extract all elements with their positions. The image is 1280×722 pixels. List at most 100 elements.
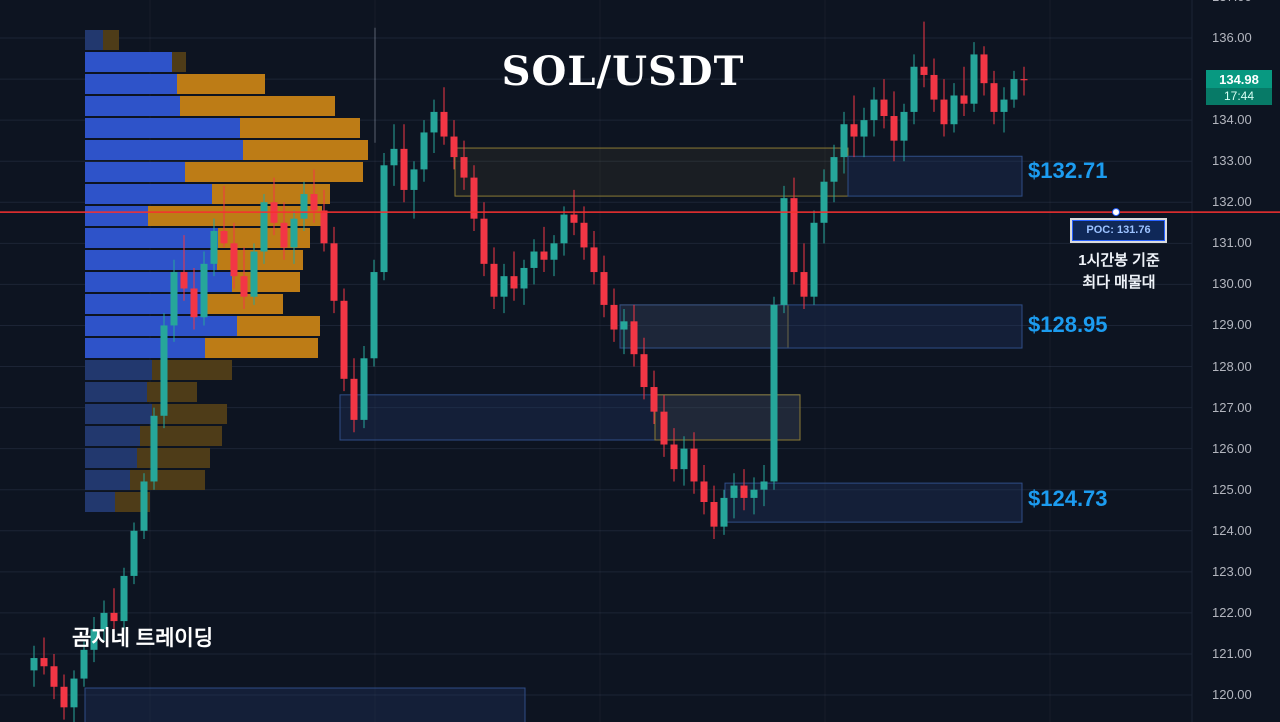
volume-profile-sell-bar <box>243 140 368 160</box>
volume-profile-sell-bar <box>152 360 232 380</box>
candle-body <box>600 272 608 305</box>
candle-body <box>410 169 418 190</box>
candle-body <box>700 481 708 503</box>
candle-body <box>580 222 588 248</box>
zone-120-blue[interactable] <box>84 687 526 722</box>
price-level-label-132-71[interactable]: $132.71 <box>1028 158 1108 184</box>
volume-profile-buy-bar <box>85 184 212 204</box>
candle-body <box>460 157 468 178</box>
last-price-value: 134.98 <box>1206 70 1272 88</box>
candle-body <box>820 181 828 223</box>
candle-body <box>660 411 668 445</box>
candle-body <box>510 276 518 289</box>
candle-body <box>210 230 218 264</box>
price-axis-label: 132.00 <box>1212 194 1252 210</box>
price-level-label-124-73[interactable]: $124.73 <box>1028 485 1108 511</box>
volume-profile-sell-bar <box>237 316 320 336</box>
volume-profile-sell-bar <box>232 272 300 292</box>
candle-body <box>500 276 508 297</box>
volume-profile-buy-bar <box>85 360 152 380</box>
candle-body <box>760 481 768 490</box>
candle-body <box>130 530 138 576</box>
volume-profile-buy-bar <box>85 228 218 248</box>
candle-body <box>160 325 168 416</box>
last-price-badge: 134.98 17:44 <box>1206 70 1272 105</box>
candle-body <box>980 54 988 84</box>
candle-body <box>470 177 478 219</box>
volume-profile-sell-bar <box>172 52 186 72</box>
candle-body <box>340 300 348 379</box>
candle-body <box>300 194 308 219</box>
poc-price-label[interactable]: POC: 131.76 <box>1072 220 1165 241</box>
candle-body <box>930 74 938 100</box>
candle-body <box>650 387 658 412</box>
poc-anchor-handle[interactable] <box>1112 208 1120 217</box>
candle-body <box>920 66 928 75</box>
candle-body <box>810 222 818 297</box>
candle-body <box>100 612 108 630</box>
price-axis-label: 126.00 <box>1212 440 1252 456</box>
candle-body <box>620 321 628 330</box>
volume-profile-sell-bar <box>180 96 335 116</box>
volume-profile-sell-bar <box>130 470 205 490</box>
zone-127-blue[interactable] <box>339 394 801 441</box>
candle-body <box>1020 79 1028 81</box>
price-level-label-128-95[interactable]: $128.95 <box>1028 312 1108 338</box>
candle-body <box>200 263 208 318</box>
zone-129-yellow[interactable] <box>619 304 789 349</box>
candle-body <box>520 267 528 289</box>
candle-body <box>960 95 968 104</box>
price-axis[interactable]: 134.98 17:44 137.00 136.00 134.00 133.00 132… <box>1193 0 1280 722</box>
candle-body <box>480 218 488 264</box>
volume-profile-buy-bar <box>85 448 137 468</box>
candle-body <box>70 678 78 708</box>
candle-body <box>110 612 118 622</box>
candle-body <box>90 629 98 650</box>
price-axis-label: 125.00 <box>1212 481 1252 497</box>
price-axis-label: 123.00 <box>1212 563 1252 579</box>
candle-body <box>360 358 368 420</box>
zone-129-blue[interactable] <box>619 304 1023 349</box>
price-axis-label: 130.00 <box>1212 276 1252 292</box>
candle-body <box>740 485 748 498</box>
candle-body <box>120 575 128 622</box>
zone-127-yellow[interactable] <box>654 394 801 441</box>
price-axis-label: 121.00 <box>1212 645 1252 661</box>
volume-profile-buy-bar <box>85 250 217 270</box>
candle-body <box>240 276 248 297</box>
candle-body <box>420 132 428 170</box>
price-axis-label: 133.00 <box>1212 153 1252 169</box>
bar-countdown-timer: 17:44 <box>1206 88 1272 105</box>
volume-profile-sell-bar <box>140 426 222 446</box>
candle-body <box>910 66 918 112</box>
zone-125-blue[interactable] <box>724 482 1023 523</box>
candle-body <box>610 304 618 330</box>
volume-profile-sell-bar <box>177 74 265 94</box>
price-axis-label: 137.00 <box>1212 0 1252 4</box>
annotation-line-2: 최다 매물대 <box>1082 274 1156 291</box>
volume-profile-buy-bar <box>85 30 103 50</box>
volume-profile-buy-bar <box>85 294 205 314</box>
candle-body <box>450 136 458 158</box>
candle-body <box>710 502 718 527</box>
candle-body <box>870 99 878 121</box>
zone-132-blue[interactable] <box>847 155 1023 197</box>
watermark-text: 곰지네 트레이딩 <box>72 627 214 650</box>
candle-body <box>940 99 948 125</box>
candle-body <box>560 214 568 244</box>
candle-body <box>640 354 648 388</box>
candle-body <box>770 304 778 482</box>
candle-body <box>250 251 258 297</box>
candle-body <box>850 124 858 137</box>
candle-body <box>60 686 68 708</box>
candle-body <box>900 111 908 141</box>
volume-profile-sell-bar <box>217 250 303 270</box>
candle-body <box>150 415 158 482</box>
candle-body <box>80 649 88 679</box>
price-axis-label: 124.00 <box>1212 522 1252 538</box>
price-axis-label: 134.00 <box>1212 112 1252 128</box>
volume-profile-sell-bar <box>152 404 227 424</box>
zone-132-yellow[interactable] <box>454 147 849 197</box>
